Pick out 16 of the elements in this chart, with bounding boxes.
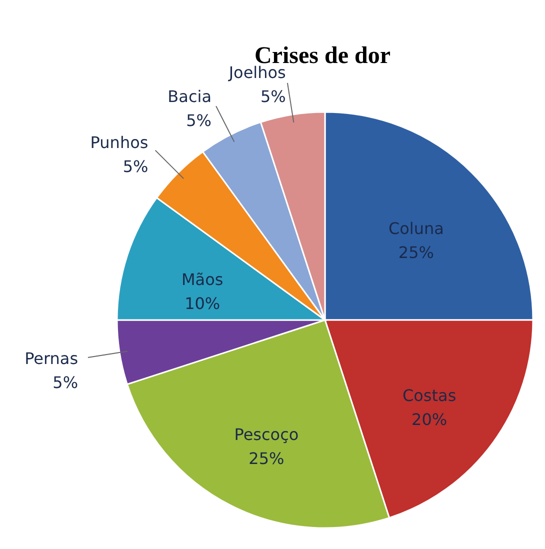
data-label: 5% (122, 157, 148, 176)
slice-label: Pescoço (234, 424, 299, 444)
slice-label: Punhos (90, 133, 148, 152)
slice-label: Joelhos (228, 63, 286, 82)
slice-label: Costas (402, 386, 456, 405)
data-label: 20% (412, 410, 448, 429)
data-label: 5% (186, 111, 212, 130)
data-label: 25% (248, 448, 284, 468)
slice-label: Mãos (181, 270, 224, 290)
data-label: 10% (184, 294, 220, 314)
slice-label: Pernas (24, 349, 78, 368)
slice-label: Bacia (168, 87, 212, 106)
data-label: 5% (260, 87, 286, 106)
slice-label: Coluna (388, 218, 444, 238)
data-label: 5% (52, 373, 78, 392)
data-label: 25% (398, 242, 434, 262)
